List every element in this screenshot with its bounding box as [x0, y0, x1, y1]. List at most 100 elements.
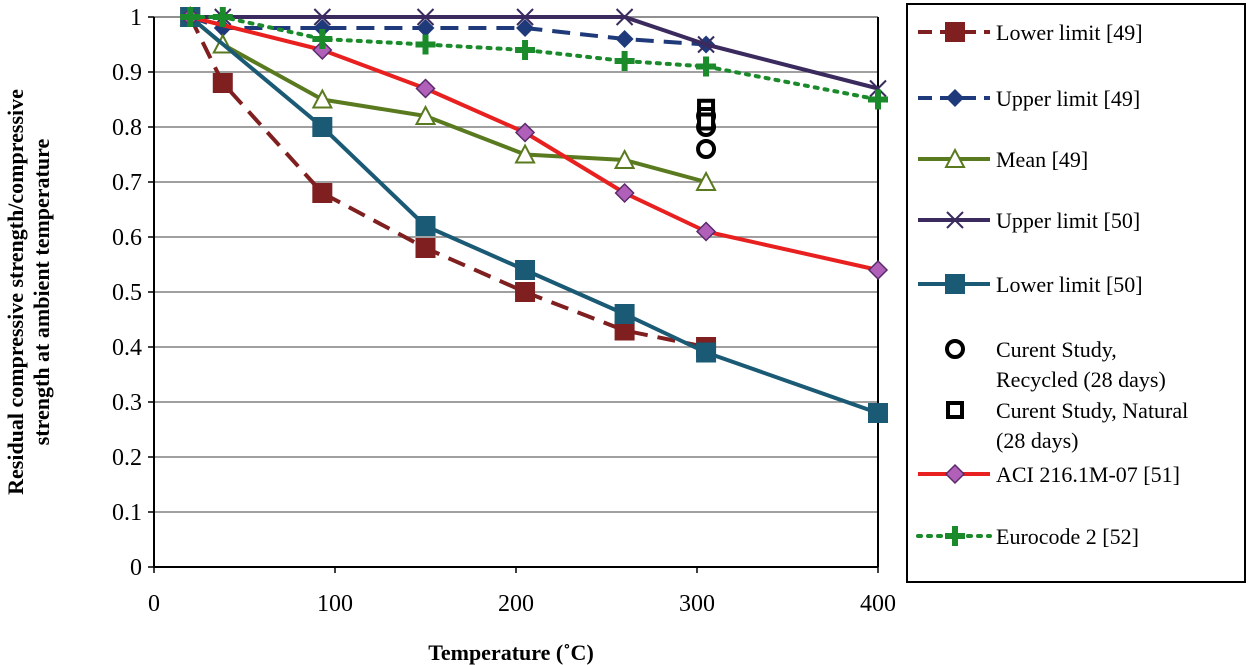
data-point-mean-49 — [695, 170, 717, 191]
data-point-eurocode — [415, 34, 436, 55]
x-axis-title: Temperature (˚C) — [428, 640, 594, 665]
legend-entry-upper-limit-49: Upper limit [49] — [918, 86, 1140, 111]
y-tick-label: 0.5 — [112, 280, 142, 306]
legend-marker-mean-49 — [944, 147, 966, 168]
legend-label-current-natural: (28 days) — [996, 428, 1078, 453]
legend-marker-upper-limit-49 — [946, 89, 964, 107]
legend-entry-mean-49: Mean [49] — [918, 147, 1088, 172]
data-point-upper-limit-50 — [416, 8, 435, 26]
y-tick-label: 0.1 — [112, 500, 142, 526]
y-tick-label: 1 — [130, 5, 142, 31]
series-layer — [179, 5, 889, 423]
legend-label-current-recycled: Recycled (28 days) — [996, 367, 1166, 392]
data-point-mean-49 — [613, 148, 636, 169]
legend-entry-lower-limit-49: Lower limit [49] — [918, 20, 1143, 45]
legend-marker-current-recycled — [945, 339, 965, 359]
legend-label-eurocode: Eurocode 2 [52] — [996, 524, 1139, 549]
data-point-lower-limit-50 — [515, 260, 536, 280]
legend-label-lower-limit-50: Lower limit [50] — [996, 272, 1143, 297]
data-point-upper-limit-50 — [516, 8, 534, 26]
series-lower-limit-50 — [180, 7, 888, 423]
data-point-upper-limit-49 — [615, 30, 634, 48]
legend-entry-lower-limit-50: Lower limit [50] — [918, 272, 1143, 297]
legend-entry-aci: ACI 216.1M-07 [51] — [918, 462, 1180, 487]
data-point-eurocode — [515, 40, 536, 60]
series-aci — [180, 6, 889, 281]
legend-label-current-natural: Curent Study, Natural — [996, 398, 1188, 423]
data-point-aci — [514, 122, 536, 143]
legend-label-upper-limit-50: Upper limit [50] — [996, 208, 1140, 233]
legend: Lower limit [49] Upper limit [49] Mean [49… — [906, 3, 1246, 583]
data-point-lower-limit-49 — [415, 238, 436, 258]
legend-label-mean-49: Mean [49] — [996, 147, 1088, 172]
data-point-mean-49 — [311, 88, 333, 109]
legend-marker-upper-limit-50 — [946, 211, 964, 229]
series-current-natural — [697, 98, 716, 131]
data-point-aci — [695, 221, 717, 242]
legend-entry-eurocode: Eurocode 2 [52] — [916, 524, 1139, 549]
data-point-lower-limit-49 — [614, 320, 635, 341]
legend-marker-lower-limit-49 — [945, 22, 965, 42]
legend-marker-current-natural — [946, 401, 964, 419]
series-line-eurocode — [188, 15, 880, 102]
data-point-eurocode — [868, 89, 888, 110]
series-line-upper-limit-50 — [190, 15, 879, 91]
data-point-mean-49 — [414, 104, 437, 125]
y-tick-label: 0.9 — [112, 60, 142, 86]
legend-label-current-recycled: Curent Study, — [996, 337, 1117, 362]
data-point-mean-49 — [514, 143, 536, 164]
legend-marker-aci — [944, 463, 966, 485]
data-point-eurocode — [180, 7, 201, 27]
data-point-lower-limit-50 — [614, 304, 635, 324]
y-tick-label: 0.2 — [112, 445, 142, 471]
x-tick-label: 200 — [498, 591, 534, 617]
data-point-upper-limit-50 — [313, 8, 332, 26]
data-point-aci — [415, 78, 436, 99]
x-tick-label: 300 — [679, 591, 715, 617]
data-point-upper-limit-50 — [869, 79, 887, 98]
x-tick-label: 400 — [860, 591, 896, 617]
data-point-upper-limit-49 — [516, 19, 535, 37]
data-point-current-natural — [697, 112, 716, 131]
y-axis-title: Residual compressive strength/compressiv… — [3, 89, 54, 495]
legend-label-aci: ACI 216.1M-07 [51] — [996, 462, 1180, 487]
legend-label-upper-limit-49: Upper limit [49] — [996, 86, 1140, 111]
y-tick-label: 0.8 — [112, 115, 142, 141]
legend-label-lower-limit-49: Lower limit [49] — [996, 20, 1143, 45]
y-tick-label: 0.6 — [112, 225, 142, 251]
legend-entry-current-natural: Curent Study, Natural (28 days) — [946, 398, 1188, 453]
y-axis-title-line-2: strength at ambient temperature — [29, 139, 54, 446]
data-point-lower-limit-50 — [312, 117, 333, 137]
data-point-upper-limit-49 — [416, 19, 435, 37]
series-line-aci — [189, 15, 879, 272]
data-point-lower-limit-49 — [212, 73, 233, 93]
data-point-eurocode — [312, 29, 333, 49]
data-point-upper-limit-50 — [615, 8, 634, 26]
legend-marker-lower-limit-50 — [945, 274, 965, 294]
data-point-lower-limit-50 — [696, 342, 717, 363]
data-point-eurocode — [212, 7, 233, 27]
legend-marker-eurocode — [945, 526, 965, 546]
legend-entry-upper-limit-50: Upper limit [50] — [918, 208, 1140, 233]
series-eurocode — [180, 7, 888, 110]
data-point-aci — [867, 259, 889, 281]
y-tick-label: 0 — [130, 555, 142, 581]
data-point-lower-limit-50 — [868, 403, 888, 423]
y-tick-label: 0.3 — [112, 390, 142, 416]
data-point-aci — [312, 39, 333, 61]
series-line-lower-limit-50 — [188, 15, 879, 415]
y-tick-label: 0.4 — [112, 335, 142, 361]
tick-layer: 0 0.1 0.2 0.3 0.4 0.5 0.6 0.7 0.8 0.9 1 0 100 200 300 4… — [112, 5, 896, 617]
data-point-eurocode — [614, 51, 635, 71]
y-tick-label: 0.7 — [112, 170, 142, 196]
data-point-upper-limit-49 — [313, 19, 332, 37]
legend-entry-current-recycled: Curent Study, Recycled (28 days) — [945, 337, 1166, 392]
data-point-lower-limit-50 — [415, 216, 436, 236]
data-point-current-recycled — [696, 139, 717, 159]
x-tick-label: 100 — [317, 591, 353, 617]
data-point-lower-limit-49 — [515, 282, 536, 302]
data-point-eurocode — [696, 56, 717, 77]
data-point-aci — [614, 182, 635, 204]
x-tick-label: 0 — [148, 591, 160, 617]
